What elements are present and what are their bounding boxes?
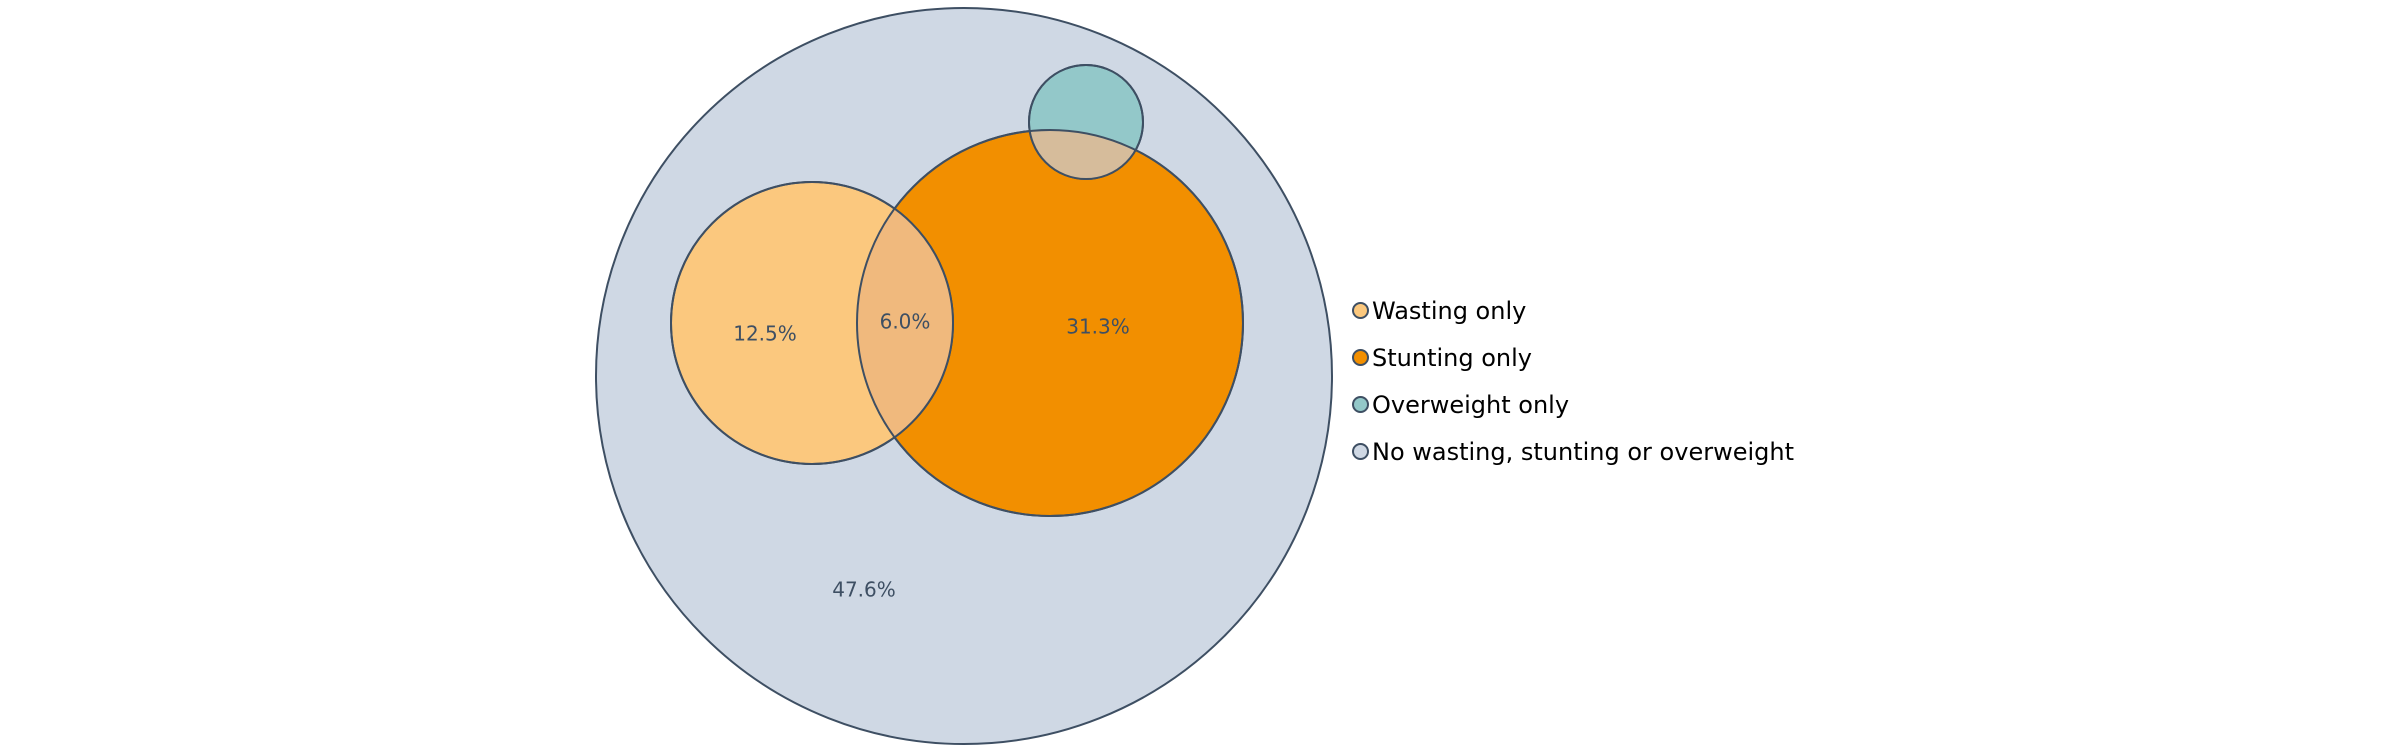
overweight-stunting-overlap <box>1029 130 1143 179</box>
legend-label-wasting: Wasting only <box>1372 296 1527 325</box>
wasting-stunting-overlap <box>857 182 953 464</box>
stunting-region-label: 31.3% <box>1066 315 1130 339</box>
legend-item-wasting: Wasting only <box>1352 287 1794 334</box>
legend-swatch-overweight <box>1352 396 1369 413</box>
stunting-outline <box>856 129 1244 517</box>
legend-label-overweight: Overweight only <box>1372 390 1570 419</box>
legend-label-stunting: Stunting only <box>1372 343 1532 372</box>
legend-label-none: No wasting, stunting or overweight <box>1372 437 1794 466</box>
overweight-outline <box>1028 64 1144 180</box>
legend-swatch-none <box>1352 443 1369 460</box>
legend-item-stunting: Stunting only <box>1352 334 1794 381</box>
legend-item-none: No wasting, stunting or overweight <box>1352 428 1794 475</box>
legend-item-overweight: Overweight only <box>1352 381 1794 428</box>
legend-swatch-wasting <box>1352 302 1369 319</box>
population-region-label: 47.6% <box>832 578 896 602</box>
wasting-stunting-overlap-label: 6.0% <box>880 310 931 334</box>
wasting-outline <box>670 181 954 465</box>
wasting-region-label: 12.5% <box>733 322 797 346</box>
legend: Wasting only Stunting only Overweight on… <box>1352 287 1794 475</box>
legend-swatch-stunting <box>1352 349 1369 366</box>
